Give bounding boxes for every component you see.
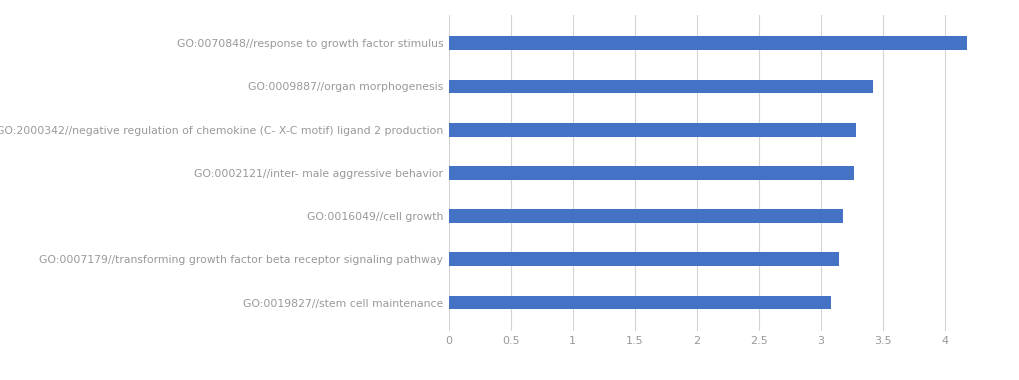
Bar — [448, 123, 855, 136]
Bar — [448, 36, 966, 50]
Bar — [448, 79, 872, 93]
Bar — [448, 166, 854, 180]
Bar — [448, 296, 829, 309]
Bar — [448, 252, 839, 266]
Bar — [448, 209, 843, 223]
